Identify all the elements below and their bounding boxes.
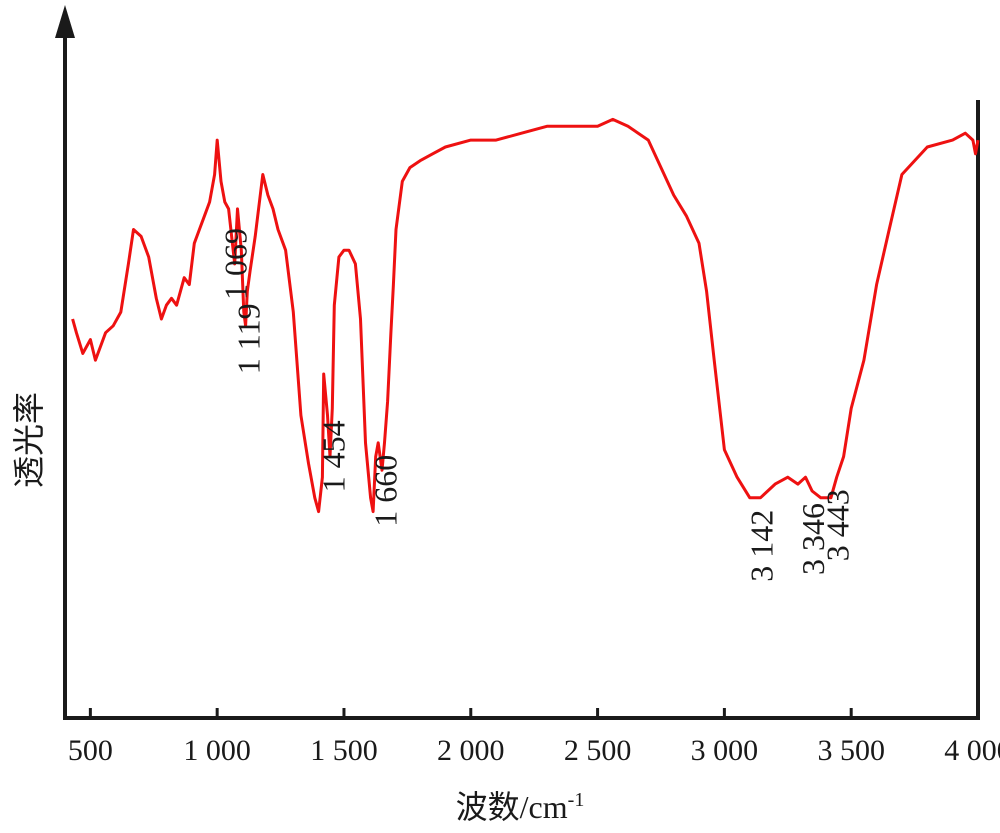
x-tick-label: 2 500 — [564, 734, 632, 767]
peak-label: 1 454 — [315, 420, 351, 492]
x-axis-title-main: 波数/cm — [456, 789, 568, 825]
x-axis-title-sup: -1 — [568, 789, 585, 811]
x-tick-label: 4 000 — [944, 734, 1000, 767]
peak-label: 1 660 — [368, 455, 404, 527]
x-tick-label: 2 000 — [437, 734, 505, 767]
x-tick-label: 1 000 — [183, 734, 251, 767]
peak-label: 1 119 — [230, 303, 266, 374]
x-tick-label: 1 500 — [310, 734, 378, 767]
x-ticks — [88, 708, 980, 718]
y-axis-arrow — [55, 5, 75, 38]
peak-label: 3 346 — [795, 503, 831, 575]
x-tick-label: 500 — [68, 734, 113, 767]
series-line — [71, 117, 980, 514]
x-tick-labels: 500 1 000 1 500 2 000 2 500 3 000 3 500 4 000 — [68, 734, 1000, 767]
peak-label: 3 443 — [820, 489, 856, 561]
x-tick-label: 3 500 — [817, 734, 885, 767]
y-axis-title: 透光率 — [11, 392, 47, 488]
peak-label: 3 142 — [743, 510, 779, 582]
x-tick-label: 3 000 — [691, 734, 759, 767]
x-axis-title: 波数/cm-1 — [456, 789, 585, 825]
peak-label: 1 069 — [218, 228, 254, 300]
